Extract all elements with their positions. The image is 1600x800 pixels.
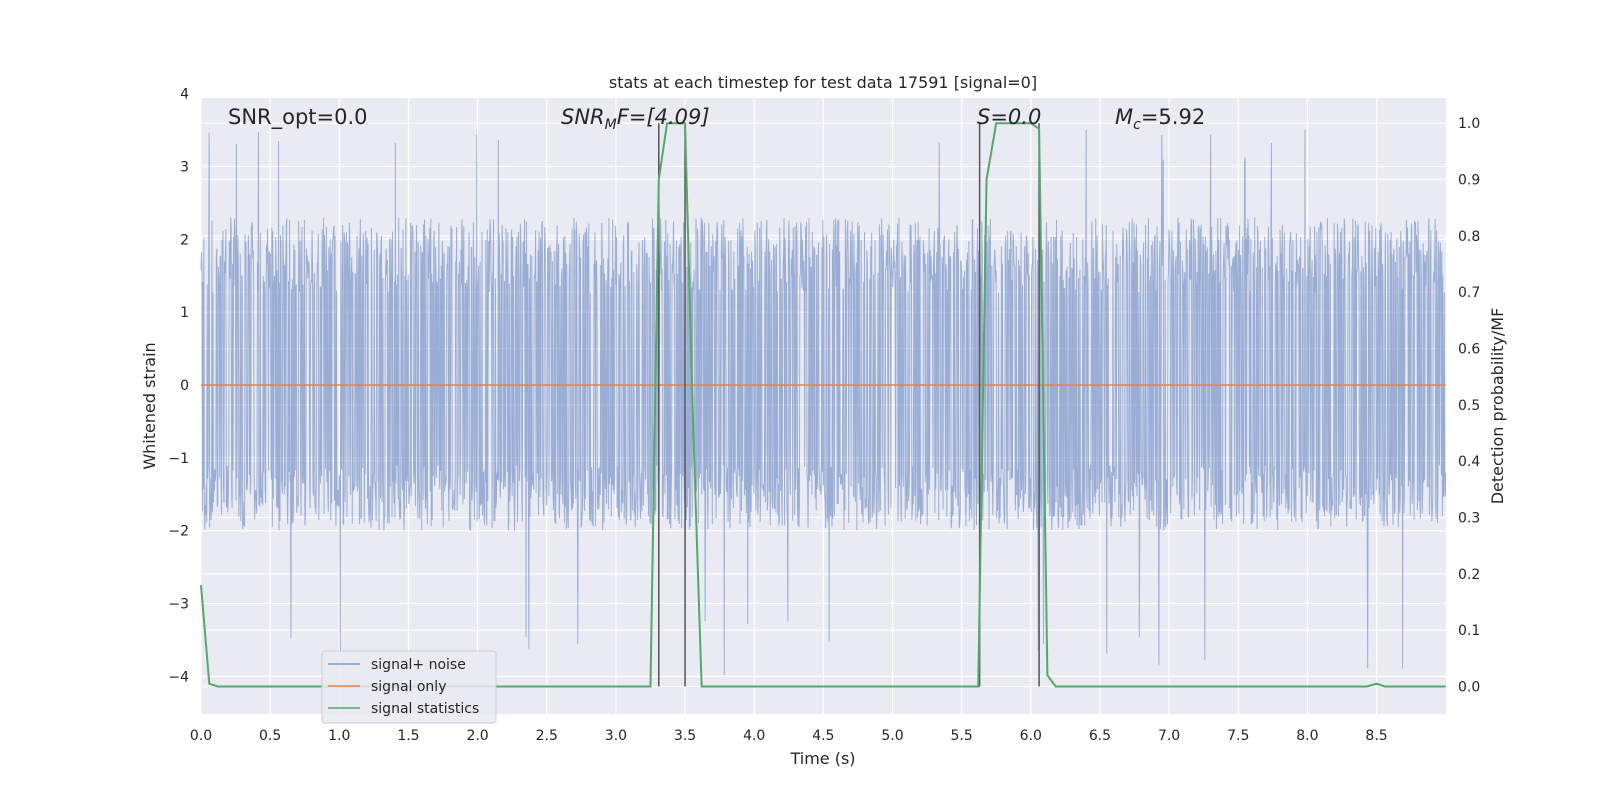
y2-tick-label: 0.1 (1458, 623, 1480, 639)
x-tick-label: 2.5 (536, 728, 558, 744)
x-tick-label: 5.5 (951, 728, 973, 744)
annotation-snr-opt: SNR_opt=0.0 (228, 105, 368, 130)
x-tick-label: 5.0 (881, 728, 903, 744)
y2-tick-label: 0.6 (1458, 342, 1480, 358)
x-tick-label: 3.0 (605, 728, 627, 744)
chart-title: stats at each timestep for test data 175… (609, 73, 1037, 92)
legend-label-signal-only: signal only (371, 679, 446, 695)
y2-tick-label: 1.0 (1458, 116, 1480, 132)
y-tick-label: −4 (168, 669, 189, 685)
mc-sub: c (1133, 117, 1141, 133)
x-tick-label: 8.5 (1365, 728, 1387, 744)
signal-statistics-series (200, 122, 1446, 688)
y2-tick-label: 0.5 (1458, 398, 1480, 414)
y-tick-label: 2 (180, 232, 189, 248)
y-tick-label: 0 (180, 378, 189, 394)
annotation-snr-mf: SNRMF=[4.09] (561, 105, 710, 133)
y2-axis-ticks: 1.0 0.9 0.8 0.7 0.6 0.5 0.4 0.3 0.2 0.1 0.0 (1458, 116, 1480, 695)
y2-tick-label: 0.2 (1458, 567, 1480, 583)
snr-mf-suffix: F=[4.09] (617, 105, 710, 129)
y-tick-label: 4 (180, 87, 189, 103)
y2-tick-label: 0.9 (1458, 173, 1480, 189)
y2-tick-label: 0.8 (1458, 229, 1480, 245)
x-tick-label: 7.5 (1227, 728, 1249, 744)
x-tick-label: 3.5 (674, 728, 696, 744)
y-tick-label: −1 (168, 451, 189, 467)
y2-tick-label: 0.0 (1458, 680, 1480, 696)
y-tick-label: 3 (180, 159, 189, 175)
signal-noise-series (200, 129, 1447, 676)
snr-mf-prefix: SNR (561, 105, 605, 129)
legend-label-noise: signal+ noise (371, 657, 466, 673)
x-tick-label: 4.5 (812, 728, 834, 744)
snr-mf-sub: M (605, 117, 617, 133)
x-tick-label: 6.5 (1089, 728, 1111, 744)
x-axis-ticks: 0.0 0.5 1.0 1.5 2.0 2.5 3.0 3.5 4.0 4.5 5.0 5.5 6.0 6… (190, 728, 1388, 744)
y-tick-label: −2 (168, 524, 189, 540)
legend-label-statistics: signal statistics (371, 701, 479, 717)
legend-box (321, 650, 497, 724)
x-tick-label: 7.0 (1158, 728, 1180, 744)
y2-tick-label: 0.7 (1458, 285, 1480, 301)
statistics-line (200, 122, 1446, 688)
legend: signal+ noise signal only signal statist… (321, 650, 497, 724)
annotation-s: S=0.0 (977, 105, 1041, 129)
y-axis-ticks: 4 3 2 1 0 −1 −2 −3 −4 (168, 87, 189, 686)
annotation-mc: Mc=5.92 (1115, 105, 1205, 133)
x-tick-label: 1.0 (328, 728, 350, 744)
y2-axis-label: Detection probability/MF (1488, 308, 1507, 505)
x-axis-label: Time (s) (789, 749, 855, 768)
mc-prefix: M (1115, 105, 1133, 129)
y-axis-label: Whitened strain (140, 342, 159, 469)
x-tick-label: 4.0 (743, 728, 765, 744)
y2-tick-label: 0.4 (1458, 454, 1480, 470)
y2-tick-label: 0.3 (1458, 511, 1480, 527)
x-tick-label: 0.0 (190, 728, 212, 744)
y-tick-label: 1 (180, 305, 189, 321)
x-tick-label: 2.0 (466, 728, 488, 744)
x-tick-label: 0.5 (259, 728, 281, 744)
noise-trace (200, 129, 1447, 676)
x-tick-label: 1.5 (397, 728, 419, 744)
mc-suffix: =5.92 (1141, 105, 1205, 129)
x-tick-label: 8.0 (1296, 728, 1318, 744)
y-tick-label: −3 (168, 597, 189, 613)
x-tick-label: 6.0 (1020, 728, 1042, 744)
